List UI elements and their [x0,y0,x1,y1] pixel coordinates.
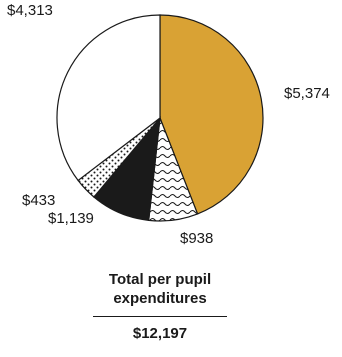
slice-label-4313: $4,313 [7,2,53,19]
total-value: $12,197 [70,325,250,342]
total-title-line1: Total per pupil [70,270,250,289]
slice-label-5374: $5,374 [284,85,330,102]
slice-label-1139: $1,139 [48,210,94,227]
slice-label-433: $433 [22,192,55,209]
total-title-line2: expenditures [70,289,250,308]
total-divider [93,316,227,317]
slice-label-938: $938 [180,230,213,247]
total-summary: Total per pupil expenditures $12,197 [70,270,250,342]
